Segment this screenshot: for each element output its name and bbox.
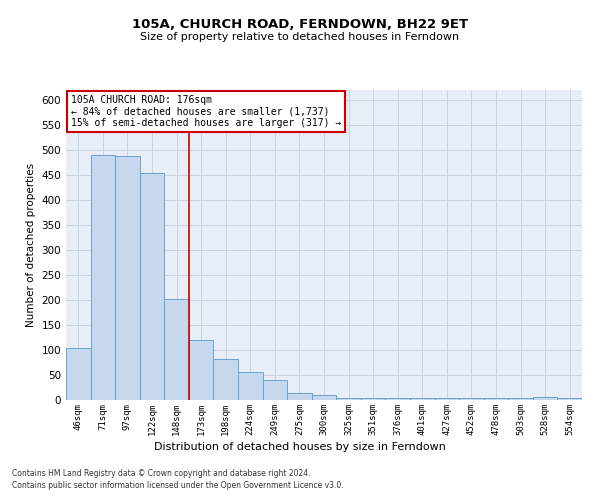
Bar xyxy=(459,398,484,400)
Bar xyxy=(336,398,361,400)
Bar xyxy=(508,398,533,400)
Bar xyxy=(238,372,263,400)
Bar xyxy=(361,398,385,400)
Bar xyxy=(164,299,189,400)
Bar xyxy=(263,380,287,400)
Bar xyxy=(385,398,410,400)
Text: 105A CHURCH ROAD: 176sqm
← 84% of detached houses are smaller (1,737)
15% of sem: 105A CHURCH ROAD: 176sqm ← 84% of detach… xyxy=(71,94,341,128)
Y-axis label: Number of detached properties: Number of detached properties xyxy=(26,163,36,327)
Bar xyxy=(214,359,238,400)
Text: Size of property relative to detached houses in Ferndown: Size of property relative to detached ho… xyxy=(140,32,460,42)
Text: 105A, CHURCH ROAD, FERNDOWN, BH22 9ET: 105A, CHURCH ROAD, FERNDOWN, BH22 9ET xyxy=(132,18,468,30)
Bar xyxy=(557,398,582,400)
Bar xyxy=(189,340,214,400)
Bar xyxy=(533,396,557,400)
Bar xyxy=(434,398,459,400)
Bar xyxy=(410,398,434,400)
Bar xyxy=(484,398,508,400)
Bar xyxy=(66,348,91,400)
Bar xyxy=(312,395,336,400)
Bar xyxy=(115,156,140,400)
Text: Contains HM Land Registry data © Crown copyright and database right 2024.: Contains HM Land Registry data © Crown c… xyxy=(12,468,311,477)
Bar xyxy=(91,155,115,400)
Bar xyxy=(287,392,312,400)
Text: Distribution of detached houses by size in Ferndown: Distribution of detached houses by size … xyxy=(154,442,446,452)
Bar xyxy=(140,174,164,400)
Text: Contains public sector information licensed under the Open Government Licence v3: Contains public sector information licen… xyxy=(12,481,344,490)
